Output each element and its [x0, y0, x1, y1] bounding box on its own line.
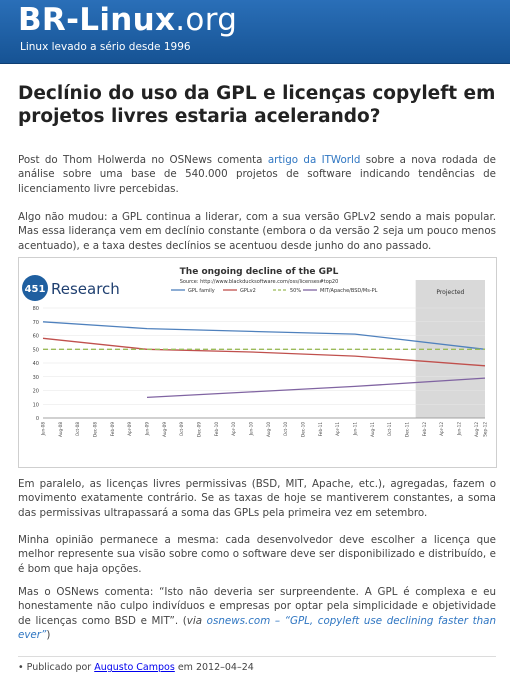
- x-tick-label: Feb-11: [318, 422, 323, 437]
- y-tick-label: 40: [33, 361, 39, 367]
- y-tick-label: 30: [33, 375, 39, 381]
- post-paragraph-2: Algo não mudou: a GPL continua a liderar…: [18, 211, 496, 252]
- y-tick-label: 50: [33, 347, 39, 353]
- chart-axes: 0 10 20 30 40 50 60 70 80 Jun-08 Aug-08 Oct-08 Dec-0…: [33, 306, 488, 437]
- x-tick-label: Jun-11: [353, 422, 358, 437]
- series-line-2: [42, 337, 486, 367]
- x-tick-label: Sep-12: [483, 422, 488, 437]
- logo-name: BR-Linux: [18, 2, 176, 38]
- y-tick-label: 0: [36, 416, 39, 422]
- x-tick-label: Feb-10: [214, 422, 219, 437]
- legend-label: MIT/Apache/BSD/Ms-PL: [320, 288, 378, 294]
- brand-name: Research: [51, 280, 120, 298]
- x-tick-label: Aug-09: [162, 422, 167, 437]
- x-tick-label: Apr-09: [127, 422, 132, 436]
- logo-tld: .org: [175, 2, 238, 38]
- post-paragraph-5: Mas o OSNews comenta: “Isto não deveria …: [18, 585, 496, 642]
- y-tick-label: 10: [33, 402, 39, 408]
- projected-label: Projected: [436, 289, 464, 296]
- footer-prefix: Publicado por: [26, 662, 95, 673]
- x-tick-label: Oct-09: [179, 422, 184, 436]
- x-tick-label: Dec-09: [197, 422, 202, 437]
- brand-logo-circle: [22, 275, 48, 301]
- x-tick-label: Jun-10: [249, 422, 254, 437]
- x-tick-label: Dec-08: [93, 422, 98, 437]
- gpl-decline-chart: Projected 451 Research The ongoing decli…: [18, 257, 497, 468]
- brand-logo: 451 Research: [22, 275, 120, 301]
- post-footer: • Publicado por Augusto Campos em 2012–0…: [18, 656, 496, 673]
- x-tick-label: Jun-09: [145, 422, 150, 437]
- footer-bullet: •: [18, 662, 24, 673]
- y-tick-label: 20: [33, 389, 39, 395]
- x-tick-label: Jun-12: [457, 422, 462, 437]
- post-paragraph-1: Post do Thom Holwerda no OSNews comenta …: [18, 153, 496, 196]
- author-link[interactable]: Augusto Campos: [94, 662, 175, 673]
- x-tick-label: Apr-11: [335, 422, 340, 436]
- site-logo[interactable]: BR-Linux.org: [18, 2, 237, 38]
- p5-text-a: Mas o OSNews comenta: “Isto não deveria …: [18, 586, 496, 627]
- y-tick-label: 70: [33, 320, 39, 326]
- series-line-4: [146, 377, 486, 399]
- chart-series: [42, 321, 486, 399]
- site-header: BR-Linux.org Linux levado a sério desde …: [0, 0, 510, 64]
- post-paragraph-3: Em paralelo, as licenças livres permissi…: [18, 478, 496, 519]
- legend-label: 50%: [290, 288, 301, 294]
- x-tick-label: Feb-12: [422, 422, 427, 437]
- footer-middle: em: [174, 662, 196, 673]
- legend-label: GPLv2: [240, 288, 256, 294]
- chart-subtitle: Source: http://www.blackducksoftware.com…: [180, 279, 339, 285]
- legend-label: GPL family: [188, 288, 215, 294]
- y-tick-label: 60: [33, 334, 39, 340]
- itworld-article-link[interactable]: artigo da ITWorld: [267, 154, 361, 166]
- p1-text-b: sobre a nova rodada de análise sobre uma…: [18, 154, 496, 195]
- site-tagline: Linux levado a sério desde 1996: [20, 41, 191, 53]
- x-tick-label: Aug-10: [266, 422, 271, 437]
- p1-text-a: Post do Thom Holwerda no OSNews comenta: [18, 154, 268, 166]
- x-tick-label: Apr-10: [231, 422, 236, 436]
- brand-number: 451: [25, 284, 46, 295]
- x-tick-label: Aug-11: [370, 422, 375, 437]
- series-line-1: [42, 321, 486, 350]
- osnews-source-link[interactable]: osnews.com – “GPL, copyleft use declinin…: [18, 614, 496, 641]
- x-tick-label: Oct-08: [75, 422, 80, 436]
- post-title[interactable]: Declínio do uso da GPL e licenças copyle…: [18, 83, 496, 127]
- chart-legend: GPL family GPLv2 50% MIT/Apache/BSD/Ms-PL: [171, 288, 378, 294]
- x-tick-label: Dec-10: [301, 422, 306, 437]
- chart-canvas: Projected 451 Research The ongoing decli…: [22, 267, 488, 437]
- post-paragraph-4: Minha opinião permanece a mesma: cada de…: [18, 534, 496, 575]
- x-tick-label: Aug-08: [58, 422, 63, 437]
- p5-via: via: [186, 614, 203, 627]
- y-tick-label: 80: [33, 306, 39, 312]
- x-tick-label: Oct-11: [387, 422, 392, 436]
- p5-text-b: ): [46, 628, 51, 641]
- x-tick-label: Jun-08: [41, 422, 46, 437]
- x-tick-label: Apr-12: [439, 422, 444, 436]
- x-tick-label: Oct-10: [283, 422, 288, 436]
- x-tick-label: Dec-11: [405, 422, 410, 437]
- chart-title: The ongoing decline of the GPL: [180, 267, 339, 277]
- post-date: 2012–04–24: [195, 662, 254, 673]
- x-tick-label: Aug-12: [474, 422, 479, 437]
- x-tick-label: Feb-09: [110, 422, 115, 437]
